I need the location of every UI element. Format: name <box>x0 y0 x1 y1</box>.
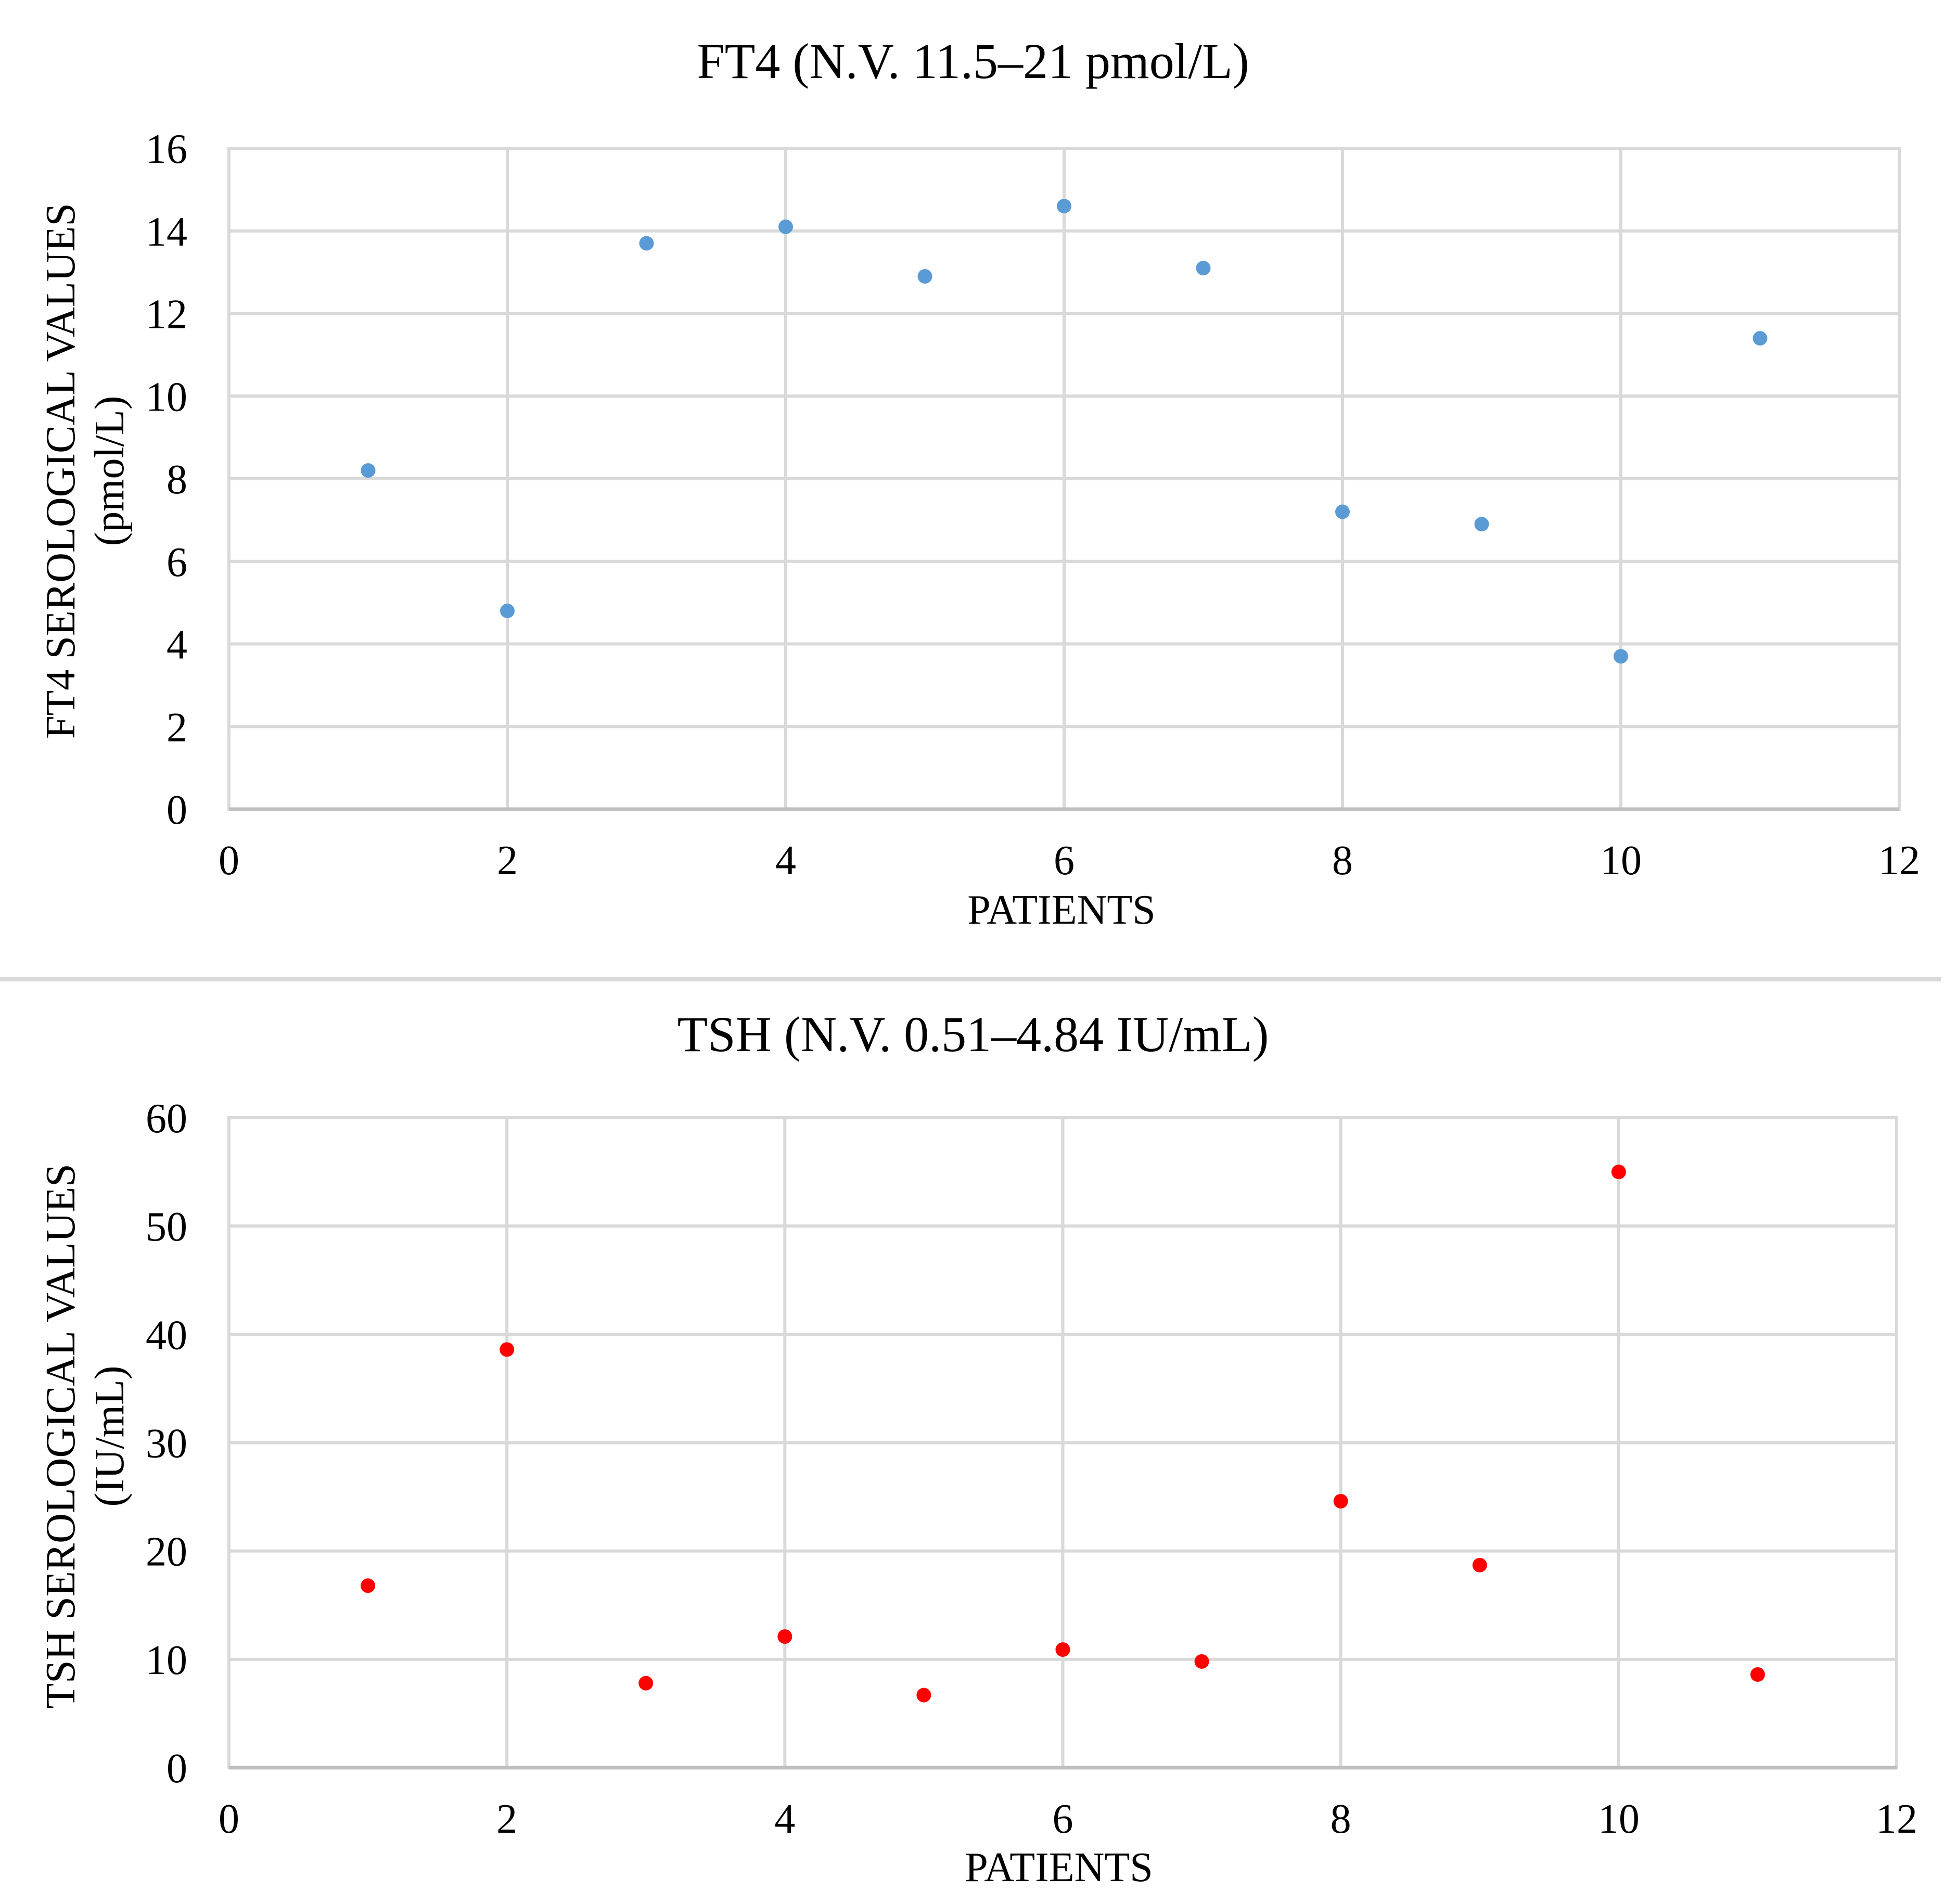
tsh-x-axis-label: PATIENTS <box>965 1845 1153 1890</box>
ft4-gridlines <box>227 147 1901 811</box>
ft4-data-point <box>1753 331 1768 346</box>
ft4-chart-title: FT4 (N.V. 11.5–21 pmol/L) <box>697 33 1249 89</box>
tsh-gridlines <box>227 1116 1898 1769</box>
tsh-x-tick-label: 6 <box>1053 1796 1073 1842</box>
ft4-x-axis-label: PATIENTS <box>967 887 1156 933</box>
tsh-y-tick-label: 10 <box>146 1638 187 1683</box>
ft4-data-point <box>917 269 932 284</box>
tsh-x-tick-label: 12 <box>1876 1796 1917 1842</box>
tsh-data-point <box>638 1676 654 1691</box>
tsh-y-tick-label: 20 <box>146 1529 187 1575</box>
ft4-y-axis-unit: (pmol/L) <box>87 396 133 546</box>
tsh-y-axis-unit: (IU/mL) <box>87 1365 133 1506</box>
tsh-data-points <box>361 1165 1765 1703</box>
tsh-y-tick-label: 30 <box>146 1421 187 1467</box>
tsh-x-tick-labels: 0 2 4 6 8 10 12 <box>219 1796 1917 1842</box>
tsh-x-tick-label: 0 <box>219 1796 239 1842</box>
tsh-x-tick-label: 4 <box>774 1796 795 1842</box>
ft4-y-tick-label: 4 <box>167 622 187 668</box>
tsh-data-point <box>1611 1165 1626 1180</box>
tsh-chart: TSH (N.V. 0.51–4.84 IU/mL) 0102030405060… <box>38 1006 1917 1890</box>
ft4-x-tick-label: 12 <box>1878 838 1920 884</box>
ft4-x-tick-label: 6 <box>1054 838 1075 884</box>
ft4-data-point <box>1196 261 1211 276</box>
tsh-data-point <box>1055 1642 1070 1657</box>
ft4-y-tick-label: 8 <box>167 457 187 503</box>
ft4-y-tick-label: 0 <box>167 787 187 833</box>
tsh-data-point <box>777 1629 792 1644</box>
ft4-data-point <box>1614 649 1628 664</box>
ft4-chart: FT4 (N.V. 11.5–21 pmol/L) 0246810121416 … <box>38 33 1920 933</box>
tsh-y-tick-labels: 0 10 20 30 40 50 60 <box>146 1096 187 1792</box>
ft4-data-point <box>639 236 654 251</box>
tsh-y-axis-label: TSH SEROLOGICAL VALUES <box>38 1164 84 1709</box>
ft4-data-point <box>361 463 376 478</box>
ft4-data-point <box>778 219 793 234</box>
ft4-x-tick-labels: 0 2 4 6 8 10 12 <box>219 838 1920 884</box>
tsh-y-tick-label: 40 <box>146 1312 187 1358</box>
tsh-x-tick-label: 10 <box>1598 1796 1640 1842</box>
tsh-x-tick-label: 2 <box>496 1796 517 1842</box>
tsh-x-tick-label: 8 <box>1331 1796 1351 1842</box>
ft4-data-points <box>361 199 1768 664</box>
tsh-y-tick-label: 50 <box>146 1204 187 1250</box>
ft4-data-point <box>500 604 515 618</box>
ft4-y-tick-label: 14 <box>146 209 187 255</box>
tsh-y-tick-label: 0 <box>167 1746 187 1792</box>
tsh-data-point <box>500 1342 515 1357</box>
ft4-data-point <box>1335 504 1350 519</box>
tsh-y-tick-label: 60 <box>146 1096 187 1142</box>
ft4-data-point <box>1057 199 1071 214</box>
tsh-data-point <box>1750 1667 1765 1682</box>
ft4-data-point <box>1474 517 1489 532</box>
tsh-data-point <box>1472 1557 1487 1573</box>
tsh-data-point <box>916 1688 931 1703</box>
ft4-y-tick-label: 10 <box>146 374 187 420</box>
ft4-x-tick-label: 2 <box>497 838 518 884</box>
ft4-y-tick-label: 12 <box>146 292 187 338</box>
ft4-x-tick-label: 0 <box>219 838 239 884</box>
ft4-y-tick-label: 16 <box>146 126 187 172</box>
tsh-data-point <box>1333 1493 1348 1509</box>
ft4-x-tick-label: 8 <box>1332 838 1353 884</box>
tsh-data-point <box>1194 1654 1209 1669</box>
ft4-x-tick-label: 4 <box>775 838 796 884</box>
ft4-y-tick-labels: 0 2 4 6 8 10 12 14 16 <box>146 126 187 833</box>
ft4-y-axis-label: FT4 SEROLOGICAL VALUES <box>38 203 84 739</box>
tsh-data-point <box>361 1578 376 1593</box>
ft4-y-tick-label: 2 <box>167 705 187 750</box>
ft4-y-tick-label: 6 <box>167 540 187 585</box>
tsh-chart-title: TSH (N.V. 0.51–4.84 IU/mL) <box>677 1006 1269 1062</box>
ft4-x-tick-label: 10 <box>1600 838 1642 884</box>
